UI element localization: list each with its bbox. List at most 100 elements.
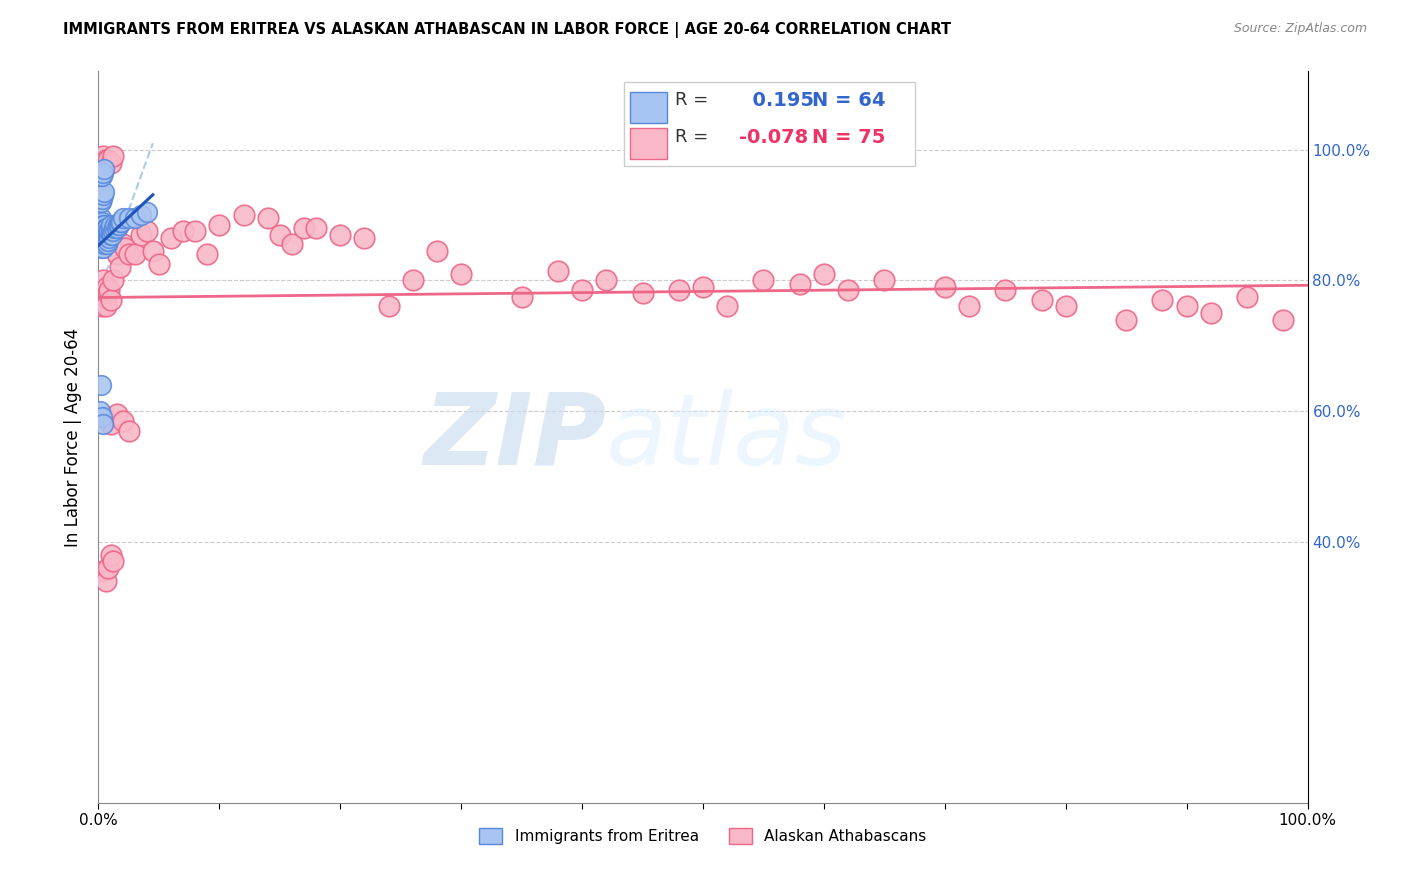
- Point: [1054, 300, 1077, 314]
- Point: [631, 286, 654, 301]
- Point: [105, 407, 128, 421]
- Point: [114, 241, 136, 255]
- Point: [94, 234, 117, 248]
- Point: [91, 188, 114, 202]
- Point: [142, 244, 165, 258]
- Point: [100, 227, 122, 242]
- Point: [91, 227, 114, 242]
- Point: [91, 564, 114, 578]
- Point: [97, 234, 120, 248]
- Point: [89, 221, 111, 235]
- Point: [98, 224, 121, 238]
- Point: [90, 211, 112, 226]
- Point: [89, 404, 111, 418]
- Point: [135, 204, 157, 219]
- Point: [105, 247, 128, 261]
- Point: [91, 300, 114, 314]
- Point: [108, 260, 131, 275]
- Point: [329, 227, 352, 242]
- Point: [91, 214, 114, 228]
- Point: [90, 169, 112, 183]
- Point: [105, 221, 128, 235]
- Point: [292, 221, 315, 235]
- Text: N = 64: N = 64: [811, 91, 886, 110]
- Point: [108, 218, 131, 232]
- Point: [256, 211, 278, 226]
- Point: [100, 548, 122, 562]
- Point: [90, 231, 112, 245]
- Point: [91, 165, 114, 179]
- Point: [90, 194, 112, 209]
- Point: [91, 241, 114, 255]
- Point: [103, 221, 125, 235]
- Text: atlas: atlas: [606, 389, 848, 485]
- Point: [208, 218, 231, 232]
- Point: [692, 280, 714, 294]
- Point: [100, 293, 122, 307]
- Point: [118, 247, 141, 261]
- Point: [450, 267, 472, 281]
- Point: [96, 237, 118, 252]
- Point: [124, 247, 146, 261]
- Point: [135, 224, 157, 238]
- Point: [124, 211, 146, 226]
- Point: [101, 224, 124, 238]
- Point: [789, 277, 811, 291]
- Point: [90, 221, 112, 235]
- Point: [93, 231, 115, 245]
- Point: [111, 211, 134, 226]
- Point: [100, 417, 122, 431]
- Point: [1272, 312, 1295, 326]
- Point: [1199, 306, 1222, 320]
- Point: [97, 227, 120, 242]
- Point: [91, 218, 114, 232]
- Point: [96, 227, 118, 242]
- Point: [94, 231, 117, 245]
- Point: [510, 290, 533, 304]
- Point: [91, 234, 114, 248]
- Point: [129, 208, 152, 222]
- Text: Source: ZipAtlas.com: Source: ZipAtlas.com: [1233, 22, 1367, 36]
- Point: [1236, 290, 1258, 304]
- Point: [110, 214, 132, 228]
- Point: [111, 237, 134, 252]
- Point: [97, 286, 120, 301]
- Point: [91, 149, 114, 163]
- Point: [195, 247, 218, 261]
- Text: ZIP: ZIP: [423, 389, 606, 485]
- Point: [101, 273, 124, 287]
- Point: [91, 192, 114, 206]
- Point: [1115, 312, 1137, 326]
- Point: [1031, 293, 1053, 307]
- Point: [426, 244, 449, 258]
- Point: [305, 221, 328, 235]
- Text: -0.078: -0.078: [740, 128, 808, 146]
- Point: [100, 218, 122, 232]
- Point: [91, 234, 114, 248]
- Point: [402, 273, 425, 287]
- Point: [752, 273, 775, 287]
- Point: [97, 560, 120, 574]
- Point: [1152, 293, 1174, 307]
- Point: [571, 283, 593, 297]
- Bar: [630, 92, 666, 122]
- Point: [91, 224, 114, 238]
- Text: R =: R =: [675, 128, 714, 145]
- Point: [94, 221, 117, 235]
- Point: [91, 410, 114, 425]
- Point: [89, 214, 111, 228]
- FancyBboxPatch shape: [624, 82, 915, 167]
- Point: [91, 224, 114, 238]
- Point: [101, 554, 124, 568]
- Point: [94, 574, 117, 588]
- Point: [98, 231, 121, 245]
- Point: [107, 218, 129, 232]
- Text: IMMIGRANTS FROM ERITREA VS ALASKAN ATHABASCAN IN LABOR FORCE | AGE 20-64 CORRELA: IMMIGRANTS FROM ERITREA VS ALASKAN ATHAB…: [63, 22, 952, 38]
- Point: [89, 227, 111, 242]
- Point: [93, 410, 115, 425]
- Point: [97, 224, 120, 238]
- Point: [100, 156, 122, 170]
- Point: [91, 231, 114, 245]
- Point: [93, 218, 115, 232]
- Point: [93, 290, 115, 304]
